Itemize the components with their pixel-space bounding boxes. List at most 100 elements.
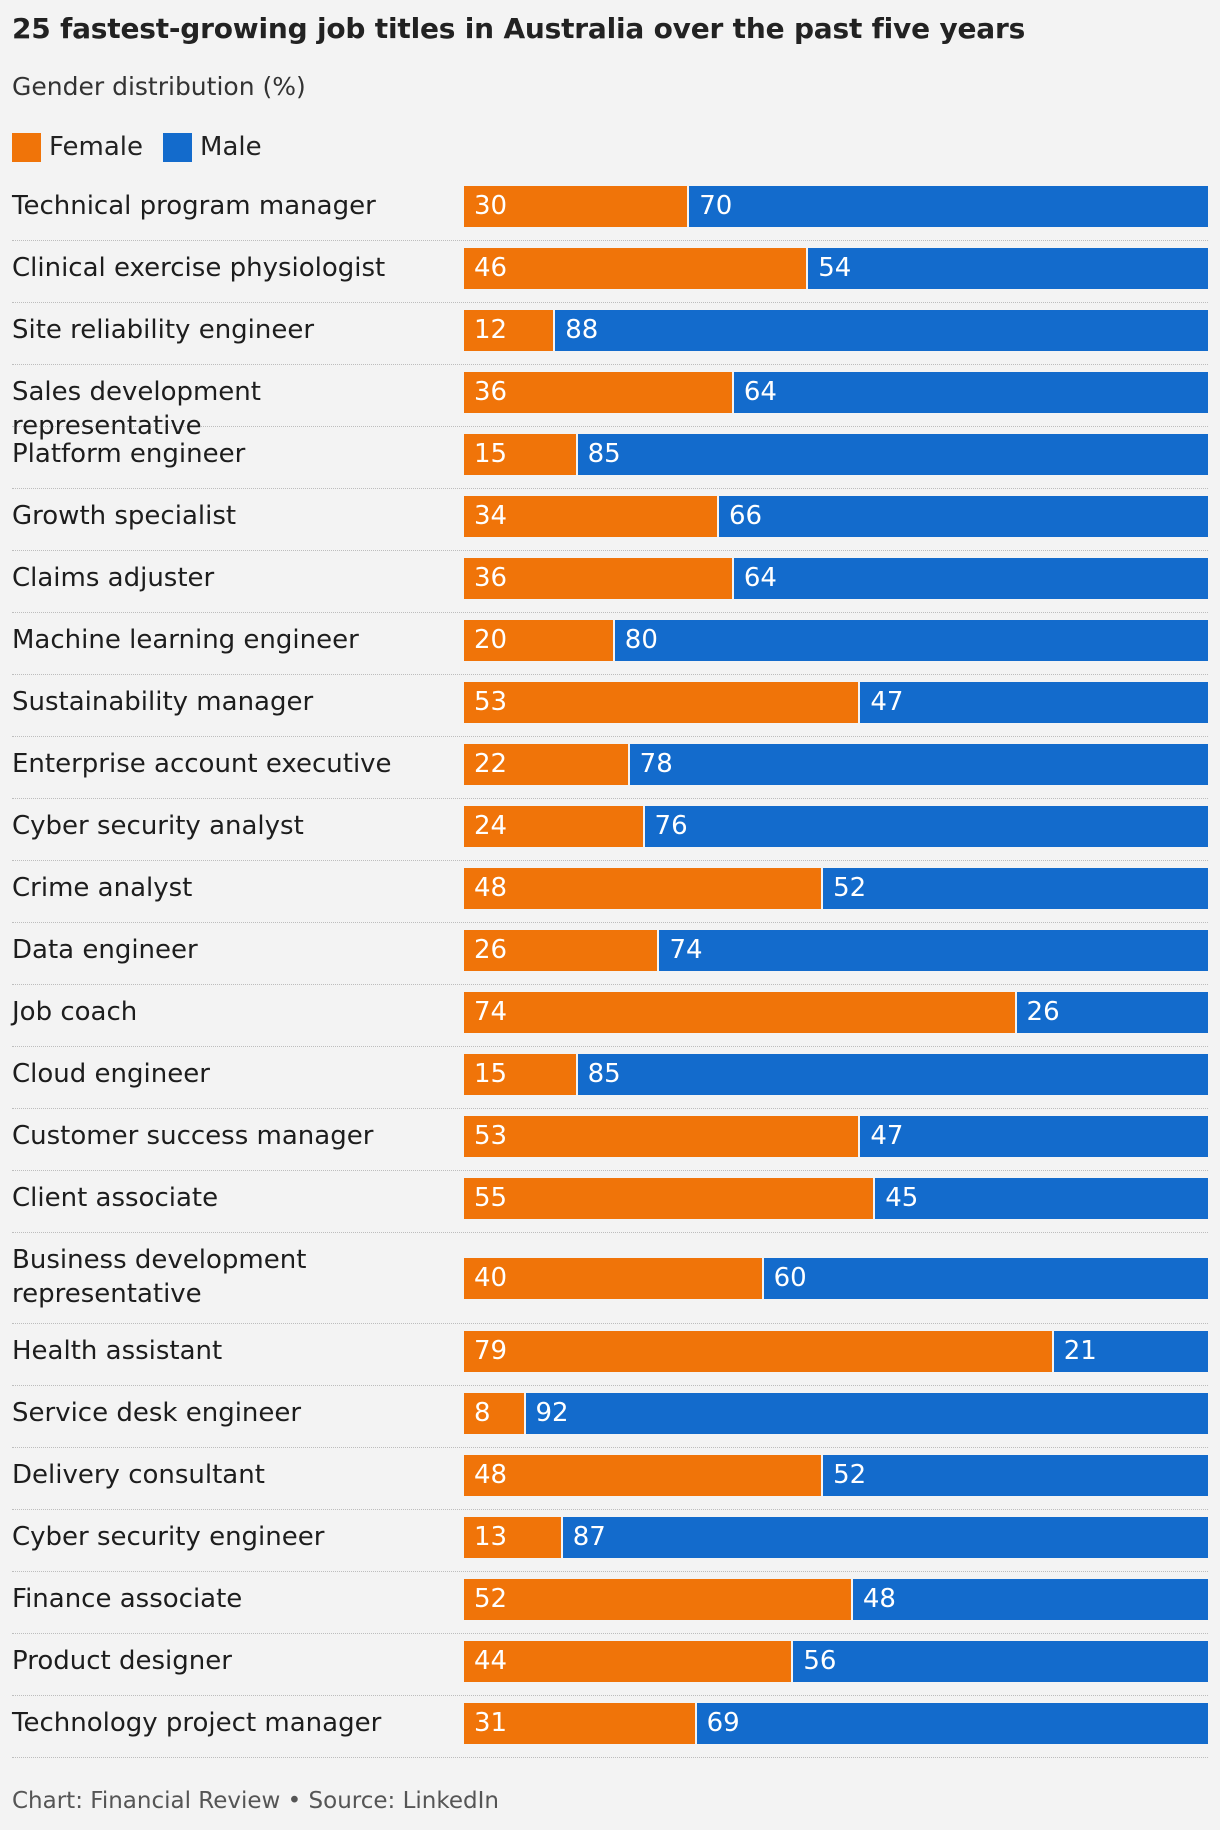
legend-item-male: Male bbox=[163, 132, 262, 162]
category-label: Product designer bbox=[12, 1646, 232, 1676]
bar-segment-female: 48 bbox=[464, 868, 822, 909]
bar-segment-female: 36 bbox=[464, 558, 732, 599]
bar-segment-female: 53 bbox=[464, 682, 859, 723]
category-label: Technology project manager bbox=[12, 1708, 382, 1738]
bar-row: Sales development representative 36 64 bbox=[12, 365, 1208, 441]
stacked-bar: 46 54 bbox=[464, 248, 1208, 289]
bar-row: Finance associate 52 48 bbox=[12, 1572, 1208, 1634]
stacked-bar: 52 48 bbox=[464, 1579, 1208, 1620]
bar-segment-male: 52 bbox=[821, 1455, 1208, 1496]
category-label: Clinical exercise physiologist bbox=[12, 253, 386, 283]
category-label: Job coach bbox=[12, 997, 138, 1027]
bar-row: Sustainability manager 53 47 bbox=[12, 675, 1208, 737]
stacked-bar: 15 85 bbox=[464, 1054, 1208, 1095]
bar-row: Growth specialist 34 66 bbox=[12, 489, 1208, 551]
legend-label-male: Male bbox=[200, 132, 262, 162]
bar-segment-female: 20 bbox=[464, 620, 613, 661]
category-label: Cyber security engineer bbox=[12, 1522, 325, 1552]
category-label: Data engineer bbox=[12, 935, 198, 965]
bar-segment-female: 34 bbox=[464, 496, 717, 537]
bar-rows: Technical program manager 30 70 Clinical ex… bbox=[12, 179, 1208, 1758]
bar-row: Delivery consultant 48 52 bbox=[12, 1448, 1208, 1510]
stacked-bar: 26 74 bbox=[464, 930, 1208, 971]
category-label: Business development representative bbox=[12, 1245, 307, 1309]
legend-swatch-male bbox=[163, 132, 193, 162]
stacked-bar: 48 52 bbox=[464, 868, 1208, 909]
stacked-bar: 31 69 bbox=[464, 1703, 1208, 1744]
bar-segment-female: 52 bbox=[464, 1579, 851, 1620]
bar-segment-female: 40 bbox=[464, 1258, 762, 1299]
stacked-bar: 53 47 bbox=[464, 1116, 1208, 1157]
category-label: Machine learning engineer bbox=[12, 625, 359, 655]
category-label: Sales development representative bbox=[12, 377, 261, 441]
bar-row: Claims adjuster 36 64 bbox=[12, 551, 1208, 613]
bar-segment-male: 64 bbox=[731, 372, 1208, 413]
stacked-bar: 8 92 bbox=[464, 1393, 1208, 1434]
stacked-bar: 53 47 bbox=[464, 682, 1208, 723]
stacked-bar: 24 76 bbox=[464, 806, 1208, 847]
bar-segment-male: 85 bbox=[575, 1054, 1208, 1095]
bar-row: Technology project manager 31 69 bbox=[12, 1696, 1208, 1758]
bar-segment-male: 70 bbox=[687, 186, 1208, 227]
bar-segment-male: 78 bbox=[627, 744, 1208, 785]
bar-segment-female: 15 bbox=[464, 1054, 576, 1095]
stacked-bar: 20 80 bbox=[464, 620, 1208, 661]
stacked-bar: 55 45 bbox=[464, 1178, 1208, 1219]
bar-segment-female: 22 bbox=[464, 744, 628, 785]
bar-segment-female: 13 bbox=[464, 1517, 561, 1558]
bar-segment-female: 48 bbox=[464, 1455, 822, 1496]
bar-segment-female: 8 bbox=[464, 1393, 524, 1434]
bar-segment-female: 53 bbox=[464, 1116, 859, 1157]
bar-segment-male: 92 bbox=[523, 1393, 1208, 1434]
bar-segment-female: 46 bbox=[464, 248, 807, 289]
category-label: Health assistant bbox=[12, 1336, 223, 1366]
bar-segment-female: 24 bbox=[464, 806, 643, 847]
bar-segment-male: 69 bbox=[694, 1703, 1208, 1744]
bar-row: Crime analyst 48 52 bbox=[12, 861, 1208, 923]
bar-segment-male: 60 bbox=[761, 1258, 1208, 1299]
bar-row: Service desk engineer 8 92 bbox=[12, 1386, 1208, 1448]
bar-segment-male: 80 bbox=[612, 620, 1208, 661]
bar-segment-female: 26 bbox=[464, 930, 658, 971]
stacked-bar: 12 88 bbox=[464, 310, 1208, 351]
bar-row: Machine learning engineer 20 80 bbox=[12, 613, 1208, 675]
bar-row: Platform engineer 15 85 bbox=[12, 427, 1208, 489]
stacked-bar: 36 64 bbox=[464, 558, 1208, 599]
bar-segment-male: 56 bbox=[791, 1641, 1208, 1682]
stacked-bar: 15 85 bbox=[464, 434, 1208, 475]
bar-segment-male: 76 bbox=[642, 806, 1208, 847]
chart-subtitle: Gender distribution (%) bbox=[12, 72, 306, 101]
bar-row: Technical program manager 30 70 bbox=[12, 179, 1208, 241]
bar-row: Clinical exercise physiologist 46 54 bbox=[12, 241, 1208, 303]
stacked-bar: 48 52 bbox=[464, 1455, 1208, 1496]
category-label: Service desk engineer bbox=[12, 1398, 302, 1428]
bar-segment-female: 12 bbox=[464, 310, 554, 351]
bar-row: Cloud engineer 15 85 bbox=[12, 1047, 1208, 1109]
bar-row: Enterprise account executive 22 78 bbox=[12, 737, 1208, 799]
bar-row: Health assistant 79 21 bbox=[12, 1324, 1208, 1386]
bar-segment-male: 54 bbox=[806, 248, 1208, 289]
category-label: Platform engineer bbox=[12, 439, 246, 469]
bar-segment-male: 47 bbox=[858, 682, 1208, 723]
bar-segment-male: 66 bbox=[716, 496, 1208, 537]
bar-segment-female: 55 bbox=[464, 1178, 874, 1219]
category-label: Cloud engineer bbox=[12, 1059, 210, 1089]
bar-segment-male: 87 bbox=[560, 1517, 1208, 1558]
category-label: Delivery consultant bbox=[12, 1460, 265, 1490]
bar-segment-male: 74 bbox=[657, 930, 1208, 971]
category-label: Finance associate bbox=[12, 1584, 243, 1614]
bar-segment-female: 79 bbox=[464, 1331, 1052, 1372]
category-label: Growth specialist bbox=[12, 501, 237, 531]
bar-segment-male: 85 bbox=[575, 434, 1208, 475]
bar-segment-male: 26 bbox=[1014, 992, 1208, 1033]
bar-segment-male: 45 bbox=[873, 1178, 1208, 1219]
stacked-bar: 34 66 bbox=[464, 496, 1208, 537]
category-label: Technical program manager bbox=[12, 191, 376, 221]
legend: Female Male bbox=[12, 130, 282, 164]
bar-row: Job coach 74 26 bbox=[12, 985, 1208, 1047]
category-label: Sustainability manager bbox=[12, 687, 314, 717]
stacked-bar: 40 60 bbox=[464, 1258, 1208, 1299]
stacked-bar: 30 70 bbox=[464, 186, 1208, 227]
bar-segment-male: 47 bbox=[858, 1116, 1208, 1157]
bar-segment-male: 88 bbox=[553, 310, 1208, 351]
